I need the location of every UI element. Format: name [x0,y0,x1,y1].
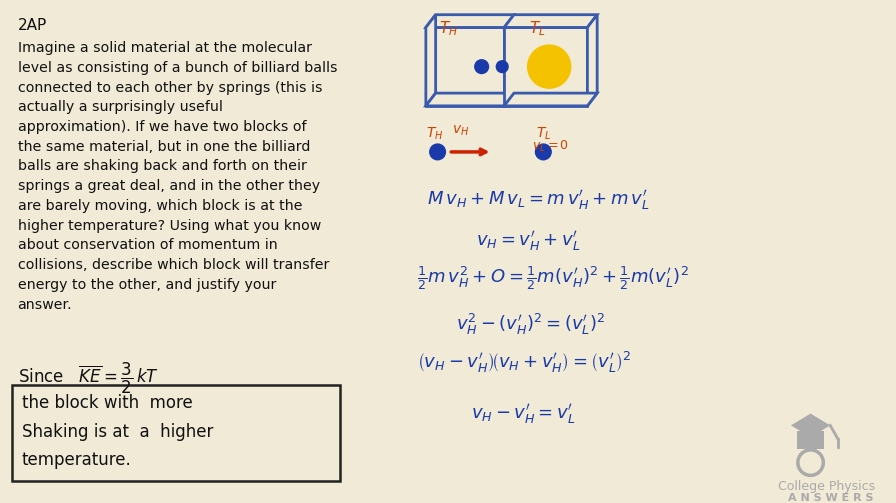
Text: $\left(v_H - v_H'\right)\!\left(v_H + v_H'\right) = \left(v_L'\right)^2$: $\left(v_H - v_H'\right)\!\left(v_H + v_… [417,350,632,375]
Polygon shape [426,93,514,106]
Text: $T_H$: $T_H$ [426,125,444,142]
Text: Imagine a solid material at the molecular
level as consisting of a bunch of bill: Imagine a solid material at the molecula… [18,41,337,311]
Text: Since   $\overline{KE} = \dfrac{3}{2}\, kT$: Since $\overline{KE} = \dfrac{3}{2}\, kT… [18,361,159,396]
Text: 2AP: 2AP [18,18,47,33]
Polygon shape [426,28,504,106]
Polygon shape [797,431,824,449]
Circle shape [528,45,571,88]
Text: $T_L$: $T_L$ [537,125,552,142]
Text: $v_H$: $v_H$ [452,124,470,138]
Circle shape [496,61,508,72]
Polygon shape [504,15,597,28]
Polygon shape [588,15,597,106]
Text: the block with  more
Shaking is at  a  higher
temperature.: the block with more Shaking is at a high… [22,394,213,469]
Polygon shape [426,15,514,28]
Text: $v_H^2 - (v_H')^2 = (v_L')^2$: $v_H^2 - (v_H')^2 = (v_L')^2$ [456,312,606,337]
Polygon shape [504,28,588,106]
Text: $v_H = v_H' + v_L'$: $v_H = v_H' + v_L'$ [476,229,580,254]
Text: $v_L=0$: $v_L=0$ [531,139,569,154]
Circle shape [475,60,488,73]
Polygon shape [504,93,597,106]
Text: College Physics: College Physics [779,480,875,493]
Circle shape [430,144,445,160]
Text: $T_L$: $T_L$ [529,20,546,38]
Circle shape [536,144,551,160]
Polygon shape [791,413,831,437]
Text: $T_H$: $T_H$ [438,20,458,38]
Text: $M\,v_H + M\,v_L = m\,v_H' + m\,v_L'$: $M\,v_H + M\,v_L = m\,v_H' + m\,v_L'$ [426,188,650,212]
Text: $\frac{1}{2}m\,v_H^2 + O = \frac{1}{2}m(v_H')^2 + \frac{1}{2}m(v_L')^2$: $\frac{1}{2}m\,v_H^2 + O = \frac{1}{2}m(… [417,265,689,292]
Polygon shape [426,15,435,106]
Bar [12,385,340,481]
Text: $v_H - v_H' = v_L'$: $v_H - v_H' = v_L'$ [471,402,575,426]
Text: A N S W E R S: A N S W E R S [788,493,874,503]
